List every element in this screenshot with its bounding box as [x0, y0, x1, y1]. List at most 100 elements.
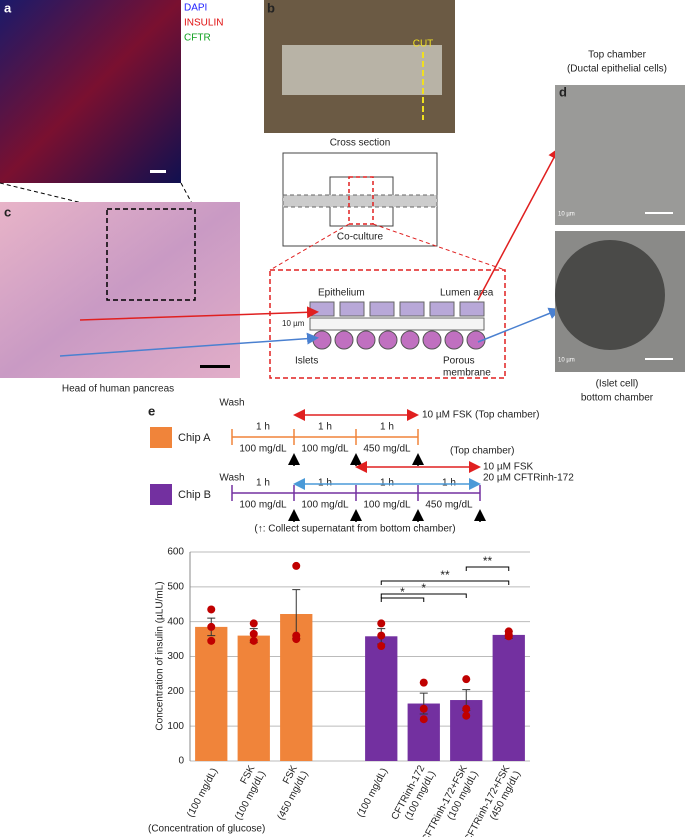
bar: [237, 635, 270, 761]
label: 1 h: [318, 478, 332, 489]
chip-swatch: [150, 427, 172, 448]
arrow: [477, 147, 560, 301]
scale-bar: [645, 358, 673, 360]
data-point: [249, 636, 258, 645]
label: 1 h: [380, 422, 394, 433]
label: 1 h: [380, 478, 394, 489]
data-point: [249, 619, 258, 628]
panel-letter: e: [148, 403, 155, 418]
chip-name: Chip B: [178, 489, 211, 501]
panel-letter: c: [4, 204, 11, 219]
membrane: [282, 194, 438, 208]
label: bottom chamber: [581, 393, 654, 404]
collect-arrows: [288, 509, 486, 522]
label: (Islet cell): [596, 379, 639, 390]
significance-bracket: [380, 597, 425, 602]
micrograph: [555, 85, 685, 225]
bar: [492, 634, 525, 761]
x-tick-label: (100 mg/dL): [355, 766, 390, 819]
scale-bar: [645, 212, 673, 214]
significance-label: **: [440, 568, 450, 582]
label: Epithelium: [318, 288, 365, 299]
scale-bar: [150, 170, 166, 173]
bar: [195, 626, 228, 761]
label: 100 mg/dL: [301, 444, 349, 455]
label: 450 mg/dL: [363, 444, 411, 455]
label: membrane: [443, 368, 491, 379]
data-point: [207, 622, 216, 631]
scale-bar: [200, 365, 230, 368]
x-tick-line: (100 mg/dL): [355, 766, 390, 819]
label: Porous: [443, 356, 475, 367]
x-axis-label: (Concentration of glucose): [148, 824, 265, 835]
timeline: [231, 429, 419, 445]
data-point: [462, 711, 471, 720]
significance-label: *: [421, 581, 426, 595]
label: Islets: [295, 356, 318, 367]
data-point: [462, 675, 471, 684]
legend-entry: CFTR: [184, 33, 211, 44]
label: 1 h: [318, 422, 332, 433]
label: Top chamber: [588, 50, 646, 61]
y-tick-label: 300: [167, 651, 184, 662]
islets: [312, 330, 486, 350]
data-point: [207, 636, 216, 645]
membrane: [309, 317, 485, 331]
chip-name: Chip A: [178, 432, 211, 444]
zoom-box: [106, 208, 196, 301]
x-tick-label: FSK(450 mg/dL): [276, 763, 311, 822]
label: 10 µM FSK: [483, 462, 534, 473]
bar-chart: 0 100 200 300 400 500 600 (100 mg/dL) FSK(100 mg…: [167, 547, 530, 837]
label: 100 mg/dL: [363, 500, 411, 511]
data-point: [377, 631, 386, 640]
zoom-box: [269, 269, 506, 379]
label: Co-culture: [337, 232, 384, 243]
legend-entry: INSULIN: [184, 18, 223, 29]
label: 1 h: [442, 478, 456, 489]
label: Wash: [219, 473, 244, 484]
label: 1 h: [256, 478, 270, 489]
data-point: [419, 678, 428, 687]
y-tick-label: 600: [167, 547, 184, 558]
panel-letter: a: [4, 0, 12, 15]
x-tick-label: (100 mg/dL): [185, 766, 220, 819]
data-point: [504, 632, 513, 641]
y-tick-label: 100: [167, 721, 184, 732]
arrow: [79, 306, 319, 321]
arrow: [477, 307, 561, 343]
bar: [365, 636, 398, 761]
panel-letter: b: [267, 0, 275, 15]
chip: [282, 45, 442, 95]
label: 10 µM FSK (Top chamber): [422, 410, 539, 421]
label: 450 mg/dL: [425, 500, 473, 511]
data-point: [419, 715, 428, 724]
significance-bracket: [465, 566, 510, 571]
data-point: [292, 635, 301, 644]
data-point: [207, 605, 216, 614]
y-tick-label: 200: [167, 686, 184, 697]
label: (Ductal epithelial cells): [567, 64, 667, 75]
significance-bracket: [380, 580, 510, 585]
data-point: [419, 704, 428, 713]
panel-letter: d: [559, 84, 567, 99]
islet: [555, 240, 665, 350]
label: 100 mg/dL: [301, 500, 349, 511]
chip-swatch: [150, 484, 172, 505]
arrow: [59, 332, 319, 357]
y-axis-label: Concentration of insulin (µLU/mL): [155, 581, 166, 730]
data-point: [249, 629, 258, 638]
label: (Top chamber): [450, 446, 514, 457]
zoom-line: [372, 223, 506, 271]
label: 20 µM CFTRinh-172: [483, 473, 574, 484]
fluorescence-image: [0, 0, 181, 183]
y-tick-label: 400: [167, 616, 184, 627]
collect-arrows: [288, 453, 424, 466]
schematic-title: Cross section: [330, 138, 391, 149]
significance-label: **: [483, 554, 493, 568]
x-tick-line: (100 mg/dL): [185, 766, 220, 819]
label: 100 mg/dL: [239, 444, 287, 455]
scale-label: 10 µm: [282, 319, 305, 328]
histology-image: [0, 202, 240, 378]
cut-label: CUT: [413, 39, 434, 50]
